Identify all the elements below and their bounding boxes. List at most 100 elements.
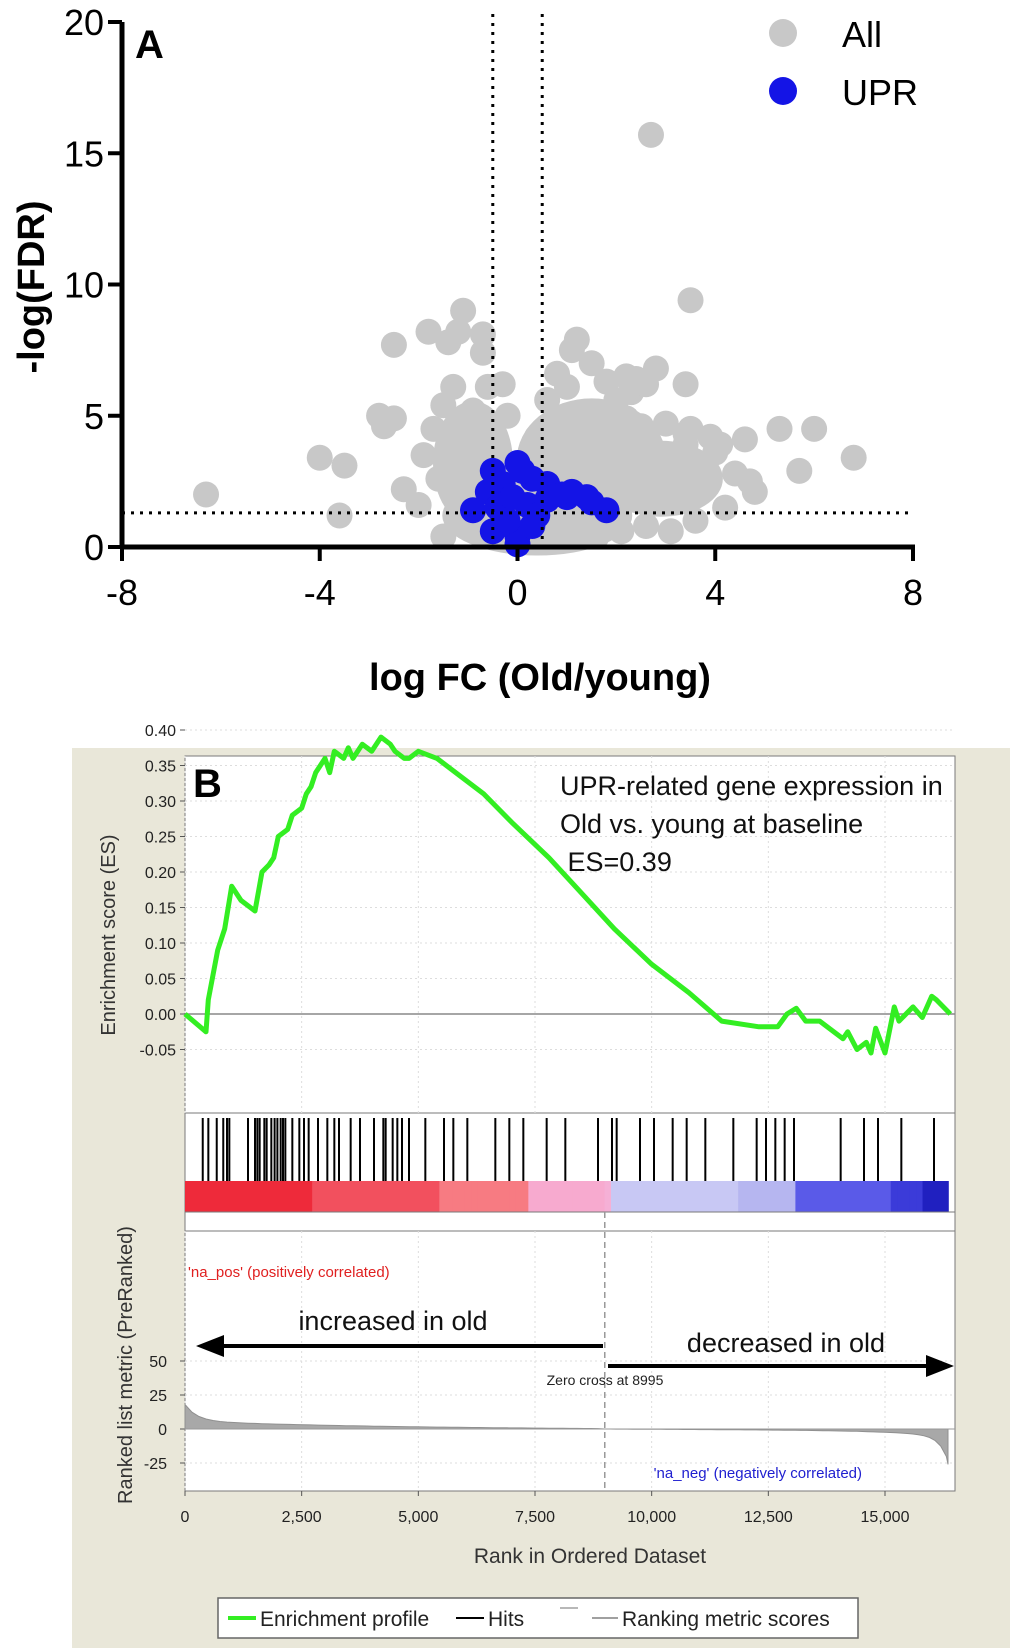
all-point: [583, 442, 610, 469]
rank-strip-cell: [725, 1181, 733, 1212]
rank-strip-cell: [541, 1181, 549, 1212]
rank-strip-cell: [687, 1181, 695, 1212]
rank-strip-cell: [343, 1181, 352, 1212]
x-tick-label: 8: [903, 572, 923, 613]
gsea-es-axis: 0.40 0.35 0.30 0.25 0.20 0.15 0.10 0.05 0.00 -0.0…: [140, 723, 953, 1060]
volcano-x-axis-label: log FC (Old/young): [369, 657, 711, 699]
rank-tick-label: 0: [181, 1509, 190, 1526]
increased-arrow: [196, 1335, 603, 1357]
all-point: [469, 321, 496, 348]
all-point: [445, 318, 472, 345]
all-point: [524, 423, 551, 450]
gsea-es-y-axis-label: Enrichment score (ES): [98, 834, 120, 1035]
all-point: [469, 339, 496, 366]
rank-strip-cell: [229, 1181, 237, 1212]
gsea-legend-box: [217, 1597, 859, 1639]
gsea-hits-panel: [184, 1112, 956, 1232]
all-point: [637, 121, 664, 148]
rank-strip-cell: [235, 1181, 244, 1212]
rank-strip-cell: [591, 1181, 600, 1212]
rank-strip-cell: [382, 1181, 390, 1212]
rank-strip-cell: [471, 1181, 479, 1212]
all-point: [642, 450, 669, 476]
upr-point: [504, 531, 531, 558]
decreased-arrow: [608, 1355, 954, 1377]
all-point: [563, 515, 590, 542]
rank-strip-cell: [299, 1181, 307, 1212]
rank-strip-cell: [388, 1181, 396, 1212]
es-tick-label: 0.25: [145, 830, 176, 847]
legend-all-label: All: [842, 14, 882, 55]
rank-strip-cell: [426, 1181, 434, 1212]
rank-strip-cell: [445, 1181, 453, 1212]
gray-cloud-far-right: [598, 440, 723, 517]
gsea-legend: Enrichment profile Hits Ranking metric s…: [217, 1597, 859, 1639]
rank-strip-cell: [223, 1181, 231, 1212]
rank-strip-cell: [515, 1181, 523, 1212]
rank-strip-cell: [197, 1181, 205, 1212]
volcano-reference-lines: [122, 14, 913, 547]
all-point: [460, 397, 487, 424]
rank-strip-cell: [801, 1181, 809, 1212]
rank-strip-cell: [293, 1181, 301, 1212]
rank-strip-cell: [649, 1181, 657, 1212]
gsea-neg-label: 'na_neg' (negatively correlated): [654, 1465, 862, 1482]
all-point: [380, 405, 407, 432]
rank-strip-cell: [839, 1181, 848, 1212]
all-point: [410, 442, 437, 469]
y-tick-label: 10: [64, 265, 104, 306]
rank-strip-cell: [216, 1181, 224, 1212]
gsea-annotation-line2: Old vs. young at baseline: [560, 809, 863, 839]
rank-strip-cell: [865, 1181, 873, 1212]
rank-strip-cell: [776, 1181, 784, 1212]
rank-strip-cell: [680, 1181, 689, 1212]
rank-strip-cell: [598, 1181, 606, 1212]
metric-tick-label: 50: [149, 1354, 167, 1371]
rank-strip-cell: [941, 1181, 949, 1212]
rank-strip-cell: [305, 1181, 313, 1212]
rank-strip-cell: [528, 1181, 536, 1212]
rank-strip-cell: [700, 1181, 708, 1212]
gsea-annotation-line1: UPR-related gene expression in: [560, 771, 943, 801]
rank-strip-cell: [903, 1181, 911, 1212]
rank-strip-cell: [585, 1181, 593, 1212]
x-tick-label: -8: [106, 572, 138, 613]
x-tick-label: 0: [507, 572, 527, 613]
rank-strip-cell: [579, 1181, 587, 1212]
y-tick-label: 5: [84, 396, 104, 437]
panel-label-b: B: [193, 762, 222, 806]
rank-strip-cell: [369, 1181, 377, 1212]
rank-strip-cell: [331, 1181, 339, 1212]
rank-strip-cell: [661, 1181, 670, 1212]
rank-strip-cell: [254, 1181, 263, 1212]
all-point: [618, 463, 645, 490]
rank-strip-cell: [191, 1181, 199, 1212]
all-point: [430, 523, 457, 550]
rank-strip-cell: [439, 1181, 447, 1212]
positive-metric-area: [184, 1403, 605, 1430]
rank-strip-cell: [820, 1181, 828, 1212]
gsea-hit-lines: [201, 1118, 935, 1181]
rank-strip-cell: [630, 1181, 638, 1212]
all-point: [672, 371, 699, 398]
rank-strip-cell: [846, 1181, 854, 1212]
rank-strip-cell: [890, 1181, 898, 1212]
rank-strip-cell: [604, 1181, 612, 1212]
rank-strip-cell: [458, 1181, 466, 1212]
rank-tick-label: 5,000: [398, 1509, 438, 1526]
all-point: [420, 415, 447, 442]
upr-point: [519, 513, 546, 539]
rank-strip-cell: [337, 1181, 345, 1212]
rank-strip-cell: [884, 1181, 892, 1212]
rank-strip-cell: [909, 1181, 918, 1212]
rank-strip-cell: [350, 1181, 358, 1212]
rank-strip-cell: [452, 1181, 460, 1212]
all-point: [494, 402, 521, 429]
rank-strip-cell: [674, 1181, 682, 1212]
volcano-blue-points: [460, 450, 620, 558]
gsea-zero-cross-label: Zero cross at 8995: [547, 1372, 664, 1388]
gsea-x-axis: 0 2,500 5,000 7,500 10,000 12,500 15,000: [181, 1491, 910, 1526]
rank-strip-cell: [185, 1181, 193, 1212]
legend-ranking-label: Ranking metric scores: [622, 1608, 830, 1631]
rank-strip-cell: [274, 1181, 282, 1212]
